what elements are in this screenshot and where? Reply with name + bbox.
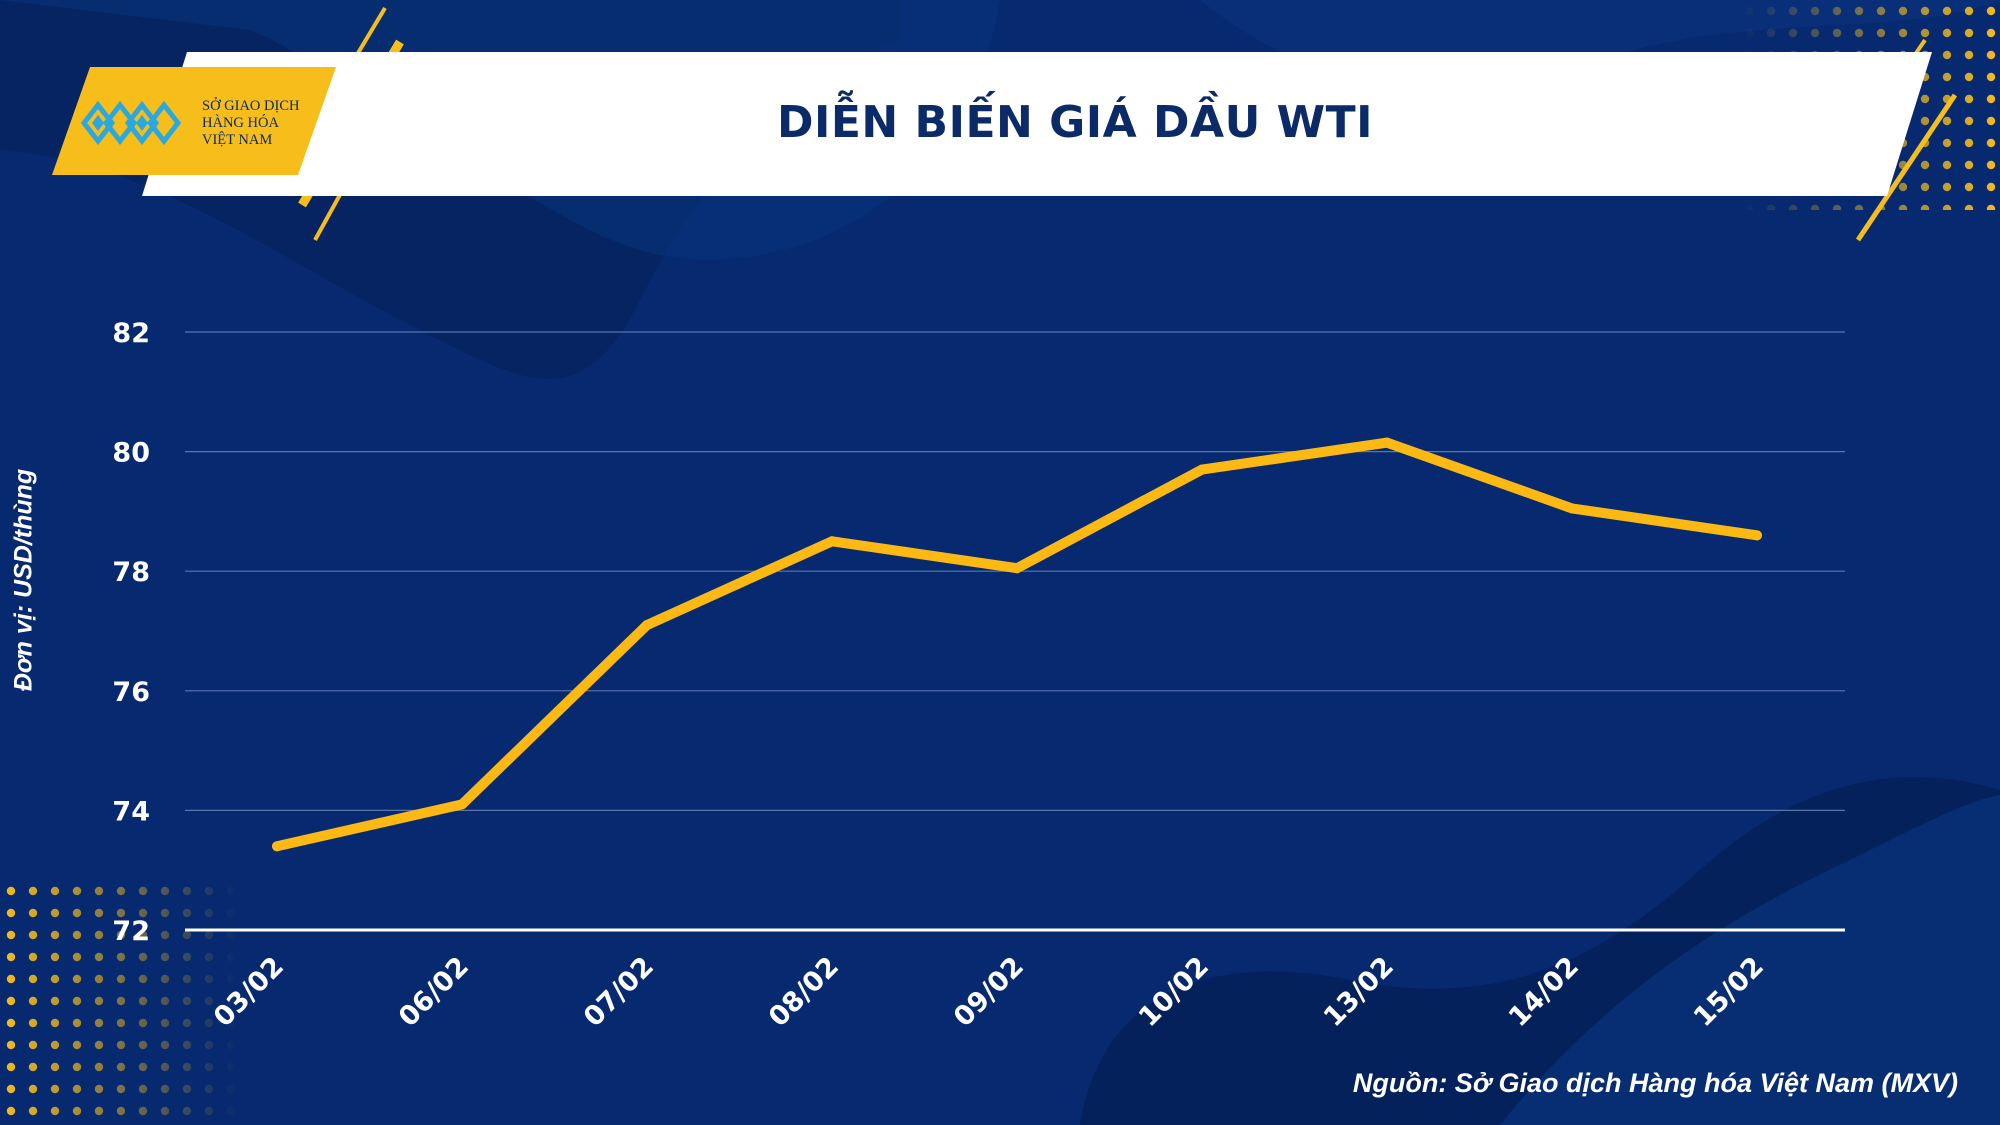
data-point (457, 799, 467, 810)
x-tick-label: 09/02 (948, 951, 1030, 1033)
x-tick-label: 06/02 (393, 951, 475, 1033)
y-axis-title-text: Đơn vị: USD/thùng (9, 468, 38, 692)
data-point (1197, 464, 1207, 475)
source-note: Nguồn: Sở Giao dịch Hàng hóa Việt Nam (M… (1352, 1068, 1958, 1098)
series-line (272, 437, 1762, 852)
y-tick-label: 78 (112, 557, 150, 588)
x-tick-label: 15/02 (1688, 951, 1770, 1033)
logo-text: SỞ GIAO DỊCH HÀNG HÓA VIỆT NAM (202, 98, 332, 149)
data-point (1382, 437, 1392, 448)
data-point (1752, 530, 1762, 541)
logo-line: HÀNG HÓA (202, 115, 279, 131)
x-tick-label: 13/02 (1318, 951, 1400, 1033)
y-tick-labels: 72 74 76 78 80 82 (112, 318, 150, 947)
chart-title: DIỄN BIẾN GIÁ DẦU WTI (776, 97, 1374, 148)
series-line-group (272, 437, 1762, 852)
y-tick-label: 72 (112, 916, 150, 947)
logo-line: VIỆT NAM (202, 132, 273, 148)
grid-lines (185, 331, 1845, 932)
x-tick-labels: 03/02 06/02 07/02 08/02 09/02 10/02 13/02 14/02… (208, 951, 1770, 1033)
y-tick-label: 80 (112, 438, 150, 469)
x-tick-label: 08/02 (763, 951, 845, 1033)
x-tick-label: 14/02 (1503, 951, 1585, 1033)
data-point (642, 620, 652, 631)
y-axis-title: Đơn vị: USD/thùng (4, 440, 44, 720)
title-banner (142, 52, 1932, 196)
logo-line: SỞ GIAO DỊCH (202, 98, 300, 114)
x-tick-label: 03/02 (208, 951, 290, 1033)
mxv-logo-icon (80, 100, 182, 146)
x-tick-label: 10/02 (1133, 951, 1215, 1033)
data-point (827, 536, 837, 547)
data-point (272, 841, 282, 852)
data-point (1567, 503, 1577, 514)
data-point (1012, 563, 1022, 574)
x-tick-label: 07/02 (578, 951, 660, 1033)
y-tick-label: 82 (112, 318, 150, 349)
y-tick-label: 76 (112, 677, 150, 708)
y-tick-label: 74 (112, 796, 150, 827)
